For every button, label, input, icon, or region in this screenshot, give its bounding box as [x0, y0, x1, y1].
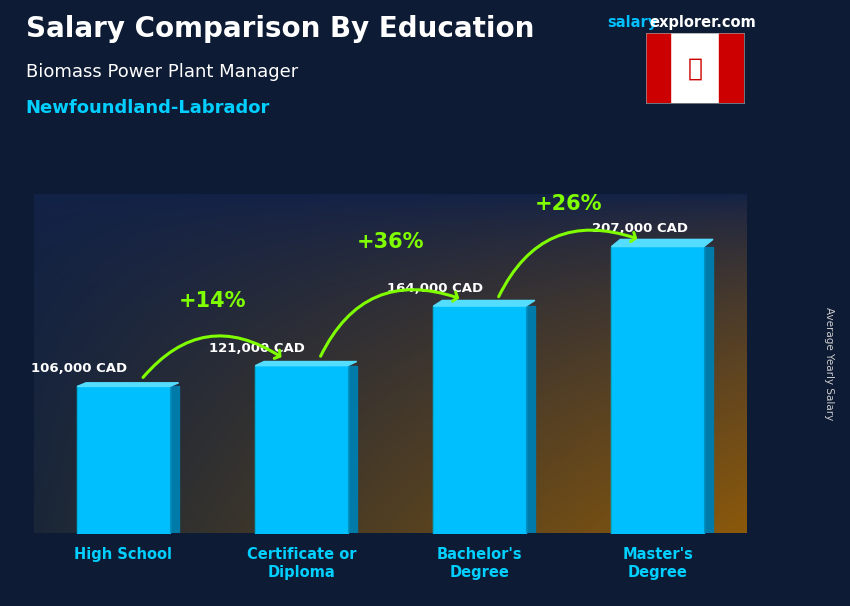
Text: 106,000 CAD: 106,000 CAD: [31, 362, 127, 375]
Text: +14%: +14%: [178, 290, 246, 311]
Bar: [646, 33, 671, 103]
Text: salary: salary: [608, 15, 658, 30]
Text: 207,000 CAD: 207,000 CAD: [592, 222, 688, 236]
Text: 🍁: 🍁: [688, 56, 702, 80]
Text: Biomass Power Plant Manager: Biomass Power Plant Manager: [26, 63, 297, 81]
Polygon shape: [526, 306, 535, 533]
Text: 121,000 CAD: 121,000 CAD: [209, 342, 305, 355]
Polygon shape: [434, 301, 535, 306]
Text: 164,000 CAD: 164,000 CAD: [387, 282, 483, 295]
Text: +26%: +26%: [535, 193, 603, 214]
Text: Average Yearly Salary: Average Yearly Salary: [824, 307, 834, 420]
Text: Newfoundland-Labrador: Newfoundland-Labrador: [26, 99, 269, 118]
Text: Salary Comparison By Education: Salary Comparison By Education: [26, 15, 534, 43]
Polygon shape: [77, 383, 178, 387]
Polygon shape: [611, 239, 713, 247]
Text: explorer.com: explorer.com: [649, 15, 756, 30]
Text: +36%: +36%: [357, 232, 424, 253]
Polygon shape: [704, 247, 713, 533]
Bar: [719, 33, 744, 103]
Polygon shape: [348, 365, 357, 533]
Polygon shape: [170, 387, 178, 533]
Polygon shape: [255, 362, 357, 365]
